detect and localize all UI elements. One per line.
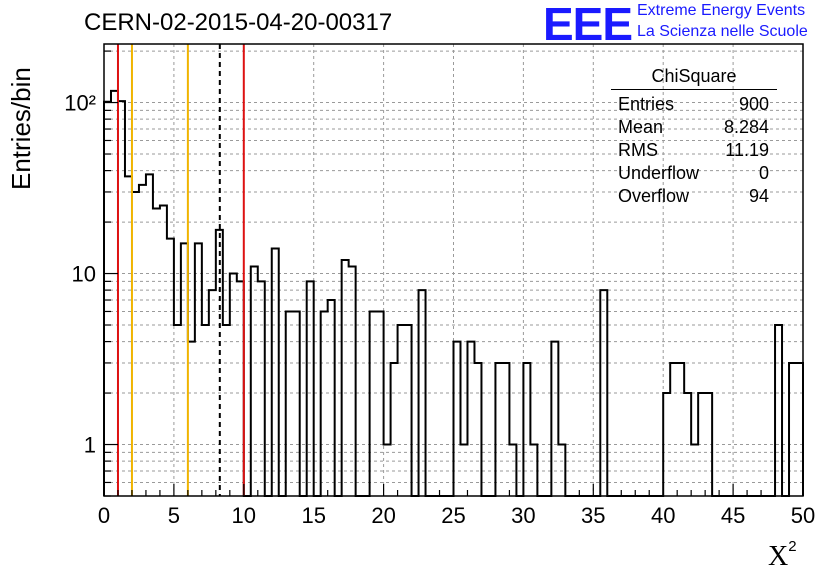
stats-label: Mean	[618, 116, 663, 139]
stats-row-rms: RMS 11.19	[611, 139, 777, 162]
stats-row-entries: Entries 900	[611, 93, 777, 116]
x-tick-label: 30	[511, 503, 535, 528]
stats-value: 94	[749, 185, 769, 208]
x-tick-label: 20	[371, 503, 395, 528]
stats-value: 900	[739, 93, 769, 116]
x-tick-label: 35	[581, 503, 605, 528]
stats-label: RMS	[618, 139, 658, 162]
stats-value: 0	[759, 162, 769, 185]
x-tick-label: 0	[98, 503, 110, 528]
stats-title: ChiSquare	[611, 66, 777, 90]
x-tick-label: 40	[651, 503, 675, 528]
y-tick-label: 1	[84, 433, 96, 458]
stats-value: 11.19	[725, 139, 769, 162]
stats-box: ChiSquare Entries 900 Mean 8.284 RMS 11.…	[611, 66, 777, 208]
x-tick-label: 10	[232, 503, 256, 528]
x-tick-label: 15	[301, 503, 325, 528]
stats-label: Entries	[618, 93, 674, 116]
y-tick-label: 10	[72, 262, 96, 287]
stats-row-underflow: Underflow 0	[611, 162, 777, 185]
stats-label: Overflow	[618, 185, 689, 208]
x-tick-label: 45	[721, 503, 745, 528]
x-tick-label: 50	[791, 503, 815, 528]
stats-row-overflow: Overflow 94	[611, 185, 777, 208]
stats-value: 8.284	[724, 116, 769, 139]
stats-label: Underflow	[618, 162, 699, 185]
y-tick-label: 10²	[64, 91, 96, 116]
x-tick-label: 5	[168, 503, 180, 528]
x-tick-label: 25	[441, 503, 465, 528]
stats-row-mean: Mean 8.284	[611, 116, 777, 139]
